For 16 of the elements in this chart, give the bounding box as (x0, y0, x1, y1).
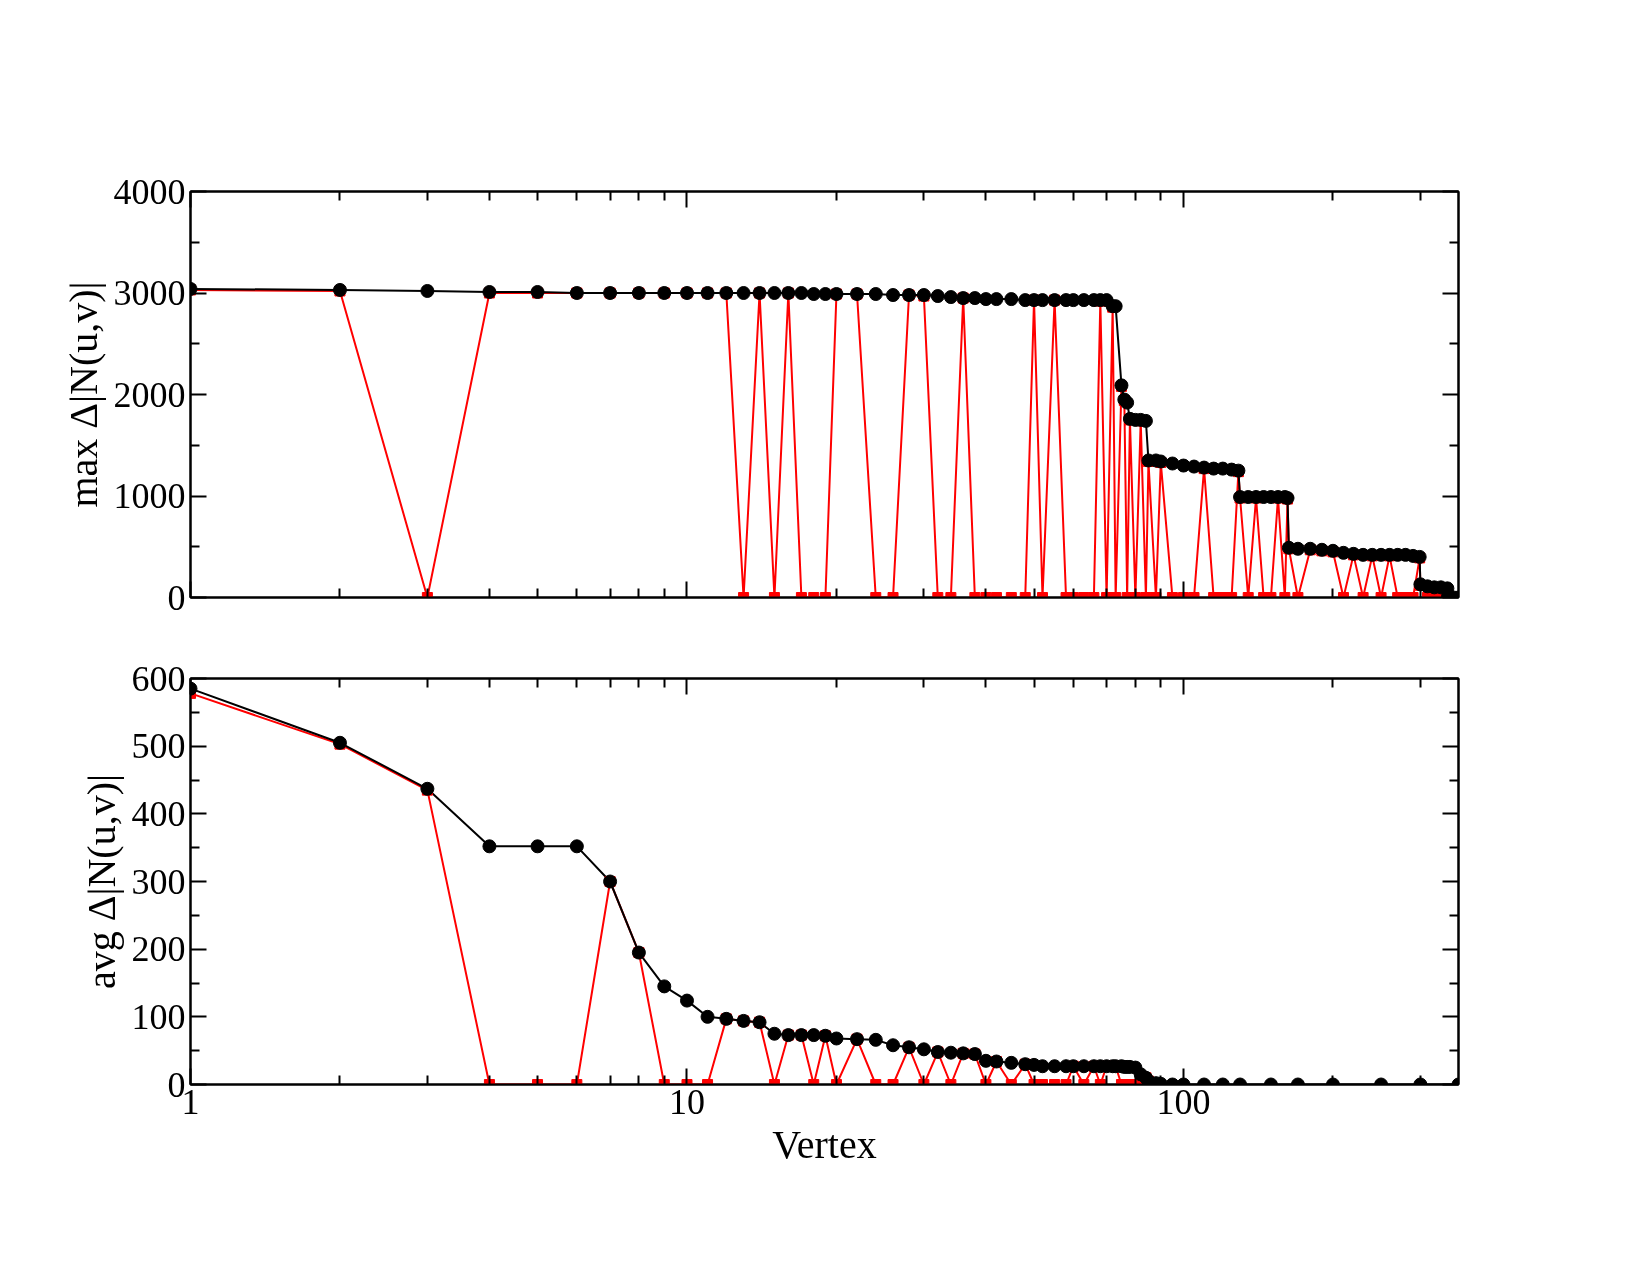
y-tick-label: 200 (131, 929, 186, 970)
y-axis-title: avg Δ|N(u,v)| (78, 773, 124, 990)
y-tick-label: 400 (131, 793, 186, 834)
y-tick-label: 100 (131, 996, 186, 1037)
x-tick-label: 10 (669, 1081, 705, 1122)
x-tick-label: 100 (1156, 1081, 1211, 1122)
y-tick-label: 1000 (113, 476, 186, 516)
y-tick-label: 3000 (113, 273, 186, 313)
x-axis-title: Vertex (772, 1121, 877, 1167)
y-tick-label: 300 (131, 861, 186, 902)
y-tick-label: 4000 (113, 171, 186, 212)
y-axis-title: max Δ|N(u,v)| (60, 281, 106, 508)
y-tick-label: 500 (131, 726, 186, 767)
y-tick-label: 600 (131, 658, 186, 699)
y-tick-label: 0 (167, 577, 186, 618)
y-tick-label: 2000 (113, 374, 186, 415)
